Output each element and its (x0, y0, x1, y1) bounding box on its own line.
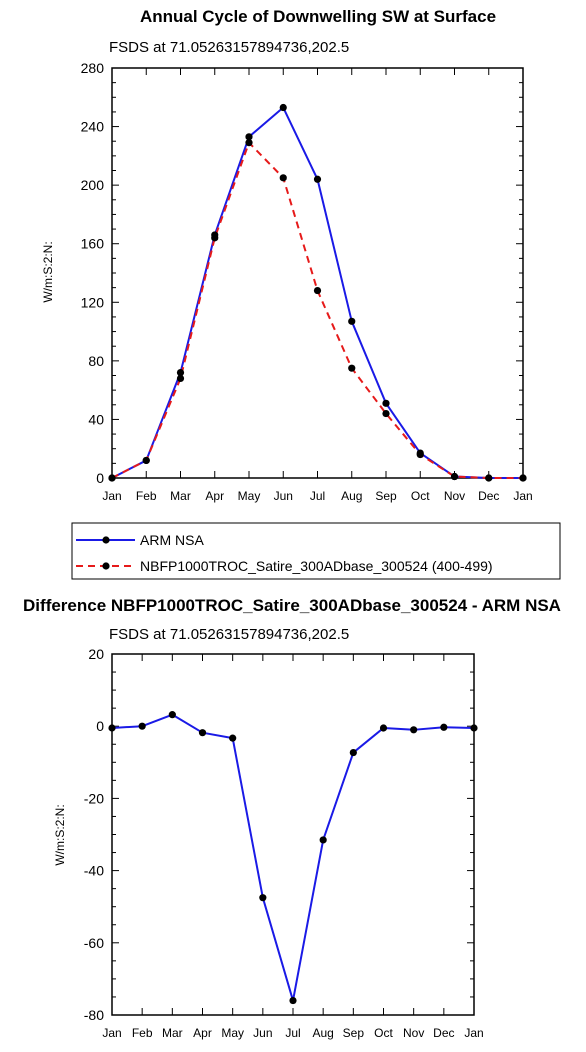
chart1-xtick-label: Sep (343, 1026, 365, 1040)
chart1-series-0-line (111, 713, 475, 1002)
chart1-xtick-label: Mar (162, 1026, 183, 1040)
chart1-xtick-label: Oct (374, 1026, 393, 1040)
chart0-xtick-label: Nov (444, 489, 465, 503)
chart1-ytick-label: -60 (84, 935, 104, 951)
chart1-xtick-label: May (221, 1026, 244, 1040)
chart0-series-1-point (485, 474, 493, 482)
chart1-frame (111, 653, 475, 1016)
chart1-series-0-point (379, 724, 388, 732)
legend-box (71, 522, 561, 580)
chart0-series-1-point (416, 450, 424, 459)
chart0-series-1-point (108, 474, 116, 482)
chart1-xtick-label: Jan (464, 1026, 483, 1040)
chart1-ylabel: W/m:S:2:N: (41, 241, 55, 302)
chart1-series-0-point (440, 723, 448, 731)
chart0-ytick-label: 240 (81, 119, 105, 135)
chart1-subtitle: FSDS at 71.05263157894736,202.5 (109, 39, 349, 56)
chart0-xtick-label: Apr (205, 489, 224, 503)
chart2-plot: 20 0 -20 -40 -60 -80 Jan Feb Mar Apr May Jun Jul Aug S… (84, 646, 484, 1040)
chart0-xtick-label: Sep (375, 489, 397, 503)
legend-marker-arm (102, 536, 110, 544)
chart2-ylabel: W/m:S:2:N: (53, 804, 67, 865)
chart0-series-0-point (382, 399, 390, 407)
chart0-series-1-point (142, 456, 150, 465)
chart0-series-0-point (279, 103, 287, 112)
chart2-title: Difference NBFP1000TROC_Satire_300ADbase… (23, 596, 561, 615)
chart1-xtick-label: Apr (193, 1026, 212, 1040)
chart1-ytick-label: 20 (88, 646, 104, 662)
legend-label-arm: ARM NSA (140, 532, 204, 548)
chart0-series-0-point (348, 317, 356, 325)
chart0-series-0-point (176, 368, 185, 377)
chart0-series-0-point (313, 175, 322, 183)
chart1-xtick-label: Jul (285, 1026, 300, 1040)
chart1-ytick-label: -40 (84, 863, 104, 879)
chart1-series-0-point (470, 724, 478, 732)
chart0-ytick-label: 160 (81, 236, 105, 252)
chart1-series-0-point (349, 748, 357, 757)
chart1-xtick-label: Feb (132, 1026, 153, 1040)
chart0-series-1-point (279, 174, 287, 182)
chart1-series-0-point (410, 726, 418, 734)
chart1-legend: ARM NSA NBFP1000TROC_Satire_300ADbase_30… (71, 522, 561, 580)
chart1-series-0-point (319, 836, 327, 844)
chart0-xtick-label: Jul (310, 489, 325, 503)
legend-marker-model (102, 562, 110, 570)
chart0-xtick-label: Oct (411, 489, 430, 503)
chart1-series-0-point (198, 729, 207, 737)
chart0-series-1-point (382, 409, 390, 418)
chart1-series-0-point (289, 996, 297, 1005)
chart1-series-0-point (138, 722, 146, 730)
chart1-xtick-label: Jan (102, 1026, 121, 1040)
chart0-frame (111, 67, 524, 479)
chart1-ytick-label: -80 (84, 1007, 104, 1023)
chart0-xtick-label: Mar (170, 489, 191, 503)
chart0-ytick-label: 80 (88, 353, 104, 369)
chart1-xtick-label: Dec (433, 1026, 454, 1040)
chart0-series-1-point (176, 374, 185, 383)
chart0-series-1-point (313, 286, 322, 295)
chart0-series-0-point (245, 133, 253, 141)
chart1-plot: 0 40 80 120 160 200 240 280 Jan Feb Mar Apr May Jun Ju… (81, 60, 533, 503)
chart0-series-1-point (450, 472, 459, 481)
chart1-series-0-point (108, 724, 116, 732)
chart0-series-1-point (211, 234, 219, 242)
chart0-series-1-point (519, 474, 527, 482)
chart1-xtick-label: Nov (403, 1026, 424, 1040)
chart0-xtick-label: Dec (478, 489, 499, 503)
chart0-ytick-label: 120 (81, 294, 105, 310)
chart0-ytick-label: 0 (96, 470, 104, 486)
chart1-title: Annual Cycle of Downwelling SW at Surfac… (140, 7, 496, 26)
chart1-series-0-point (259, 894, 267, 902)
chart0-ytick-label: 40 (88, 411, 104, 427)
chart1-series-0-point (168, 711, 176, 719)
chart0-xtick-label: Jan (102, 489, 121, 503)
chart1-xtick-label: Jun (253, 1026, 272, 1040)
chart0-xtick-label: May (238, 489, 261, 503)
chart0-xtick-label: Aug (341, 489, 362, 503)
chart0-xtick-label: Feb (136, 489, 157, 503)
chart1-xtick-label: Aug (312, 1026, 333, 1040)
chart2-subtitle: FSDS at 71.05263157894736,202.5 (109, 626, 349, 643)
chart0-xtick-label: Jan (513, 489, 532, 503)
chart0-series-1-point (245, 139, 253, 147)
chart0-ytick-label: 280 (81, 60, 105, 76)
chart1-ytick-label: 0 (96, 718, 104, 734)
legend-label-model: NBFP1000TROC_Satire_300ADbase_300524 (40… (140, 558, 493, 574)
chart0-xtick-label: Jun (274, 489, 293, 503)
chart0-series-1-point (348, 364, 356, 372)
chart0-ytick-label: 200 (81, 177, 105, 193)
chart0-series-1-line (111, 141, 523, 479)
chart1-series-0-point (229, 734, 237, 742)
chart1-ytick-label: -20 (84, 790, 104, 806)
